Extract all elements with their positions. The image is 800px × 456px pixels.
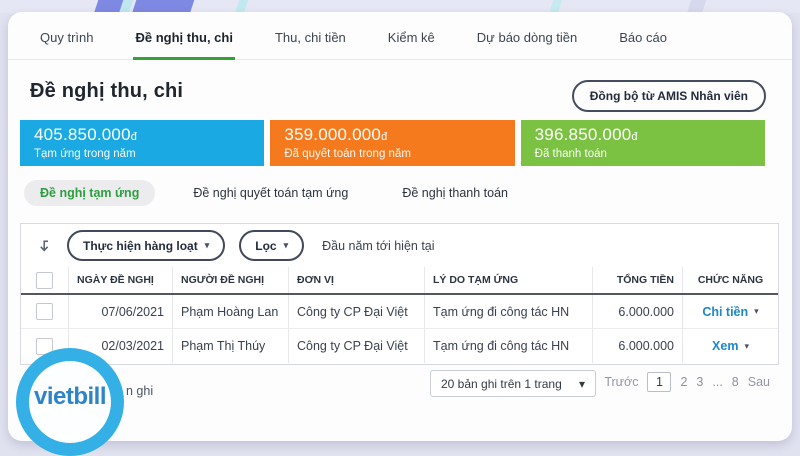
bulk-action-label: Thực hiện hàng loạt — [83, 238, 198, 253]
cell-total: 6.000.000 — [593, 329, 683, 363]
cell-unit: Công ty CP Đại Việt — [289, 329, 425, 363]
pagination-page-8[interactable]: 8 — [731, 375, 739, 389]
tab-de-nghi-thu-chi[interactable]: Đề nghị thu, chi — [133, 30, 235, 60]
pagination: Trước 1 2 3 ... 8 Sau — [604, 372, 770, 392]
filter-button[interactable]: Lọc ▾ — [239, 230, 305, 261]
cell-person: Phạm Thị Thúy — [173, 329, 289, 363]
column-header-unit[interactable]: ĐƠN VỊ — [289, 267, 425, 293]
chevron-down-icon: ▾ — [578, 376, 585, 391]
currency-symbol: đ — [381, 131, 388, 143]
sort-descending-icon[interactable] — [35, 237, 53, 255]
advance-request-table: Thực hiện hàng loạt ▾ Lọc ▾ Đầu năm tới … — [20, 223, 779, 365]
card-amount: 405.850.000đ — [34, 125, 138, 144]
page-size-select[interactable]: 20 bản ghi trên 1 trang ▾ — [430, 370, 596, 397]
pagination-page-3[interactable]: 3 — [696, 375, 704, 389]
card-label: Đã quyết toán trong năm — [284, 148, 411, 160]
chevron-down-icon[interactable]: ▾ — [744, 340, 749, 351]
table-row[interactable]: 02/03/2021 Phạm Thị Thúy Công ty CP Đại … — [21, 329, 778, 363]
card-label: Tạm ứng trong năm — [34, 148, 136, 160]
cell-person: Phạm Hoàng Lan — [173, 295, 289, 328]
tab-bao-cao[interactable]: Báo cáo — [619, 30, 667, 45]
cell-reason: Tạm ứng đi công tác HN — [425, 329, 593, 363]
tab-thu-chi-tien[interactable]: Thu, chi tiền — [274, 30, 346, 45]
action-chi-tien-link[interactable]: Chi tiền — [702, 304, 749, 319]
sub-tabs: Đề nghị tạm ứng Đề nghị quyết toán tạm ứ… — [24, 180, 524, 206]
card-da-quyet-toan: 359.000.000đ Đã quyết toán trong năm — [270, 120, 515, 166]
subtab-de-nghi-thanh-toan[interactable]: Đề nghị thanh toán — [402, 186, 508, 200]
card-amount: 396.850.000đ — [534, 125, 638, 144]
top-navigation: Quy trình Đề nghị thu, chi Thu, chi tiền… — [8, 12, 792, 60]
page-size-value: 20 bản ghi trên 1 trang — [441, 376, 562, 391]
card-label: Đã thanh toán — [534, 148, 607, 160]
action-xem-link[interactable]: Xem — [712, 339, 739, 353]
vietbill-brand-text: vietbill — [33, 383, 107, 410]
pagination-prev-button[interactable]: Trước — [604, 375, 639, 389]
currency-symbol: đ — [631, 131, 638, 143]
tab-kiem-ke[interactable]: Kiểm kê — [387, 30, 435, 45]
tab-du-bao-dong-tien[interactable]: Dự báo dòng tiền — [476, 30, 578, 45]
logo-dot-icon — [105, 375, 112, 382]
vietbill-watermark-logo: vietbill — [16, 348, 124, 456]
chevron-down-icon: ▾ — [204, 240, 210, 250]
page-title: Đề nghị thu, chi — [30, 80, 184, 102]
tab-quy-trinh[interactable]: Quy trình — [40, 30, 94, 45]
select-all-checkbox[interactable] — [36, 271, 53, 289]
column-header-reason[interactable]: LÝ DO TẠM ỨNG — [425, 267, 593, 293]
pagination-page-2[interactable]: 2 — [680, 375, 688, 389]
column-header-total[interactable]: TỔNG TIỀN — [593, 267, 683, 293]
card-tam-ung: 405.850.000đ Tạm ứng trong năm — [20, 120, 265, 166]
summary-cards: 405.850.000đ Tạm ứng trong năm 359.000.0… — [20, 120, 765, 166]
column-header-date[interactable]: NGÀY ĐỀ NGHỊ — [69, 267, 173, 293]
records-count-label: n ghi — [126, 384, 154, 398]
subtab-de-nghi-tam-ung[interactable]: Đề nghị tạm ứng — [24, 180, 156, 206]
period-label: Đầu năm tới hiện tại — [322, 238, 435, 253]
pagination-ellipsis: ... — [712, 375, 723, 389]
chevron-down-icon[interactable]: ▾ — [754, 306, 759, 316]
cell-reason: Tạm ứng đi công tác HN — [425, 295, 593, 328]
card-amount: 359.000.000đ — [284, 125, 388, 144]
bulk-action-button[interactable]: Thực hiện hàng loạt ▾ — [67, 230, 226, 261]
cell-total: 6.000.000 — [593, 295, 683, 328]
cell-date: 02/03/2021 — [69, 329, 173, 363]
pagination-next-button[interactable]: Sau — [747, 375, 770, 389]
cell-unit: Công ty CP Đại Việt — [289, 295, 425, 328]
currency-symbol: đ — [130, 131, 138, 143]
card-da-thanh-toan: 396.850.000đ Đã thanh toán — [520, 120, 765, 166]
pagination-page-1[interactable]: 1 — [647, 372, 672, 392]
chevron-down-icon: ▾ — [283, 240, 289, 250]
background-decoration — [0, 0, 800, 13]
column-header-actions[interactable]: CHỨC NĂNG — [697, 274, 764, 286]
table-toolbar: Thực hiện hàng loạt ▾ Lọc ▾ Đầu năm tới … — [21, 224, 778, 267]
main-window: Quy trình Đề nghị thu, chi Thu, chi tiền… — [8, 12, 792, 441]
subtab-de-nghi-quyet-toan[interactable]: Đề nghị quyết toán tạm ứng — [193, 186, 349, 200]
table-row[interactable]: 07/06/2021 Phạm Hoàng Lan Công ty CP Đại… — [21, 295, 778, 329]
sync-amis-button[interactable]: Đồng bộ từ AMIS Nhân viên — [571, 80, 766, 112]
column-header-person[interactable]: NGƯỜI ĐỀ NGHỊ — [173, 267, 289, 293]
cell-date: 07/06/2021 — [69, 295, 173, 328]
filter-label: Lọc — [255, 238, 277, 253]
table-header-row: NGÀY ĐỀ NGHỊ NGƯỜI ĐỀ NGHỊ ĐƠN VỊ LÝ DO … — [21, 267, 778, 295]
row-checkbox[interactable] — [36, 303, 53, 320]
